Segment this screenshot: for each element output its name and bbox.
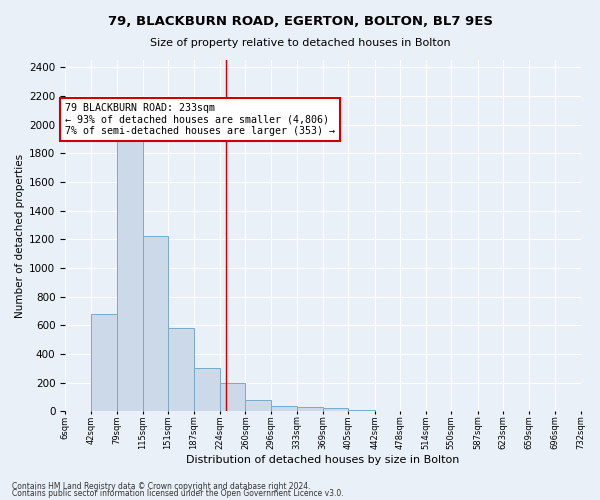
Text: Contains public sector information licensed under the Open Government Licence v3: Contains public sector information licen… <box>12 489 344 498</box>
Bar <box>65 410 91 412</box>
Bar <box>143 236 168 412</box>
Bar <box>245 400 271 411</box>
Bar <box>349 410 374 412</box>
Bar <box>168 328 194 411</box>
Bar <box>194 368 220 412</box>
Text: Contains HM Land Registry data © Crown copyright and database right 2024.: Contains HM Land Registry data © Crown c… <box>12 482 311 491</box>
Bar <box>323 408 349 412</box>
Bar <box>117 132 143 411</box>
Bar <box>91 314 117 412</box>
Bar <box>271 406 297 411</box>
Bar <box>220 382 245 412</box>
X-axis label: Distribution of detached houses by size in Bolton: Distribution of detached houses by size … <box>186 455 460 465</box>
Text: 79, BLACKBURN ROAD, EGERTON, BOLTON, BL7 9ES: 79, BLACKBURN ROAD, EGERTON, BOLTON, BL7… <box>107 15 493 28</box>
Bar <box>297 407 323 412</box>
Y-axis label: Number of detached properties: Number of detached properties <box>15 154 25 318</box>
Text: Size of property relative to detached houses in Bolton: Size of property relative to detached ho… <box>149 38 451 48</box>
Text: 79 BLACKBURN ROAD: 233sqm
← 93% of detached houses are smaller (4,806)
7% of sem: 79 BLACKBURN ROAD: 233sqm ← 93% of detac… <box>65 103 335 136</box>
Bar <box>374 410 400 412</box>
